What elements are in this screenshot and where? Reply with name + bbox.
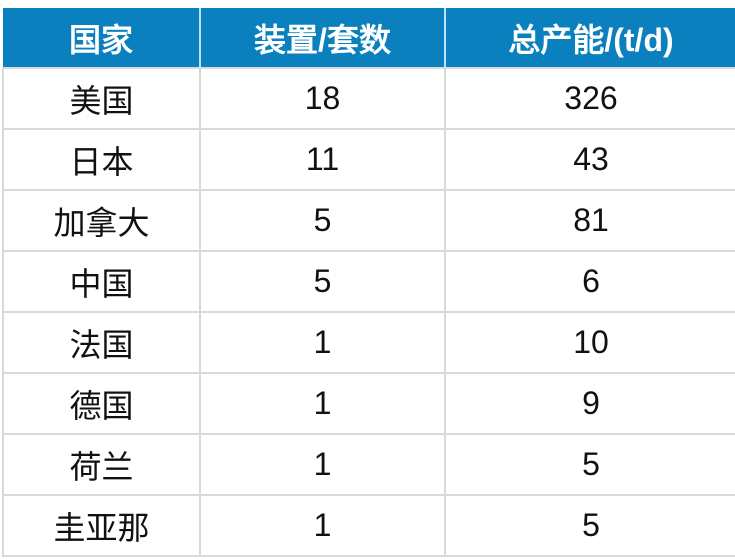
- units-cell: 5: [199, 189, 446, 252]
- country-cell: 中国: [2, 250, 201, 313]
- capacity-cell: 326: [444, 67, 735, 130]
- header-units: 装置/套数: [200, 8, 446, 68]
- units-cell: 5: [199, 250, 446, 313]
- header-row: 国家 装置/套数 总产能/(t/d): [3, 8, 735, 68]
- table-row: 圭亚那 1 5: [2, 494, 735, 557]
- table-row: 德国 1 9: [2, 372, 735, 435]
- country-cell: 加拿大: [2, 189, 201, 252]
- table-row: 法国 1 10: [2, 311, 735, 374]
- capacity-cell: 10: [444, 311, 735, 374]
- table-row: 加拿大 5 81: [2, 189, 735, 252]
- header-capacity: 总产能/(t/d): [445, 8, 735, 68]
- country-cell: 德国: [2, 372, 201, 435]
- table-row: 日本 11 43: [2, 128, 735, 191]
- capacity-table: 国家 装置/套数 总产能/(t/d) 美国 18 326 日本 11 43 加拿大 5 81 中国…: [2, 8, 735, 557]
- units-cell: 1: [199, 433, 446, 496]
- table-row: 美国 18 326: [2, 67, 735, 130]
- capacity-cell: 43: [444, 128, 735, 191]
- capacity-cell: 9: [444, 372, 735, 435]
- capacity-cell: 5: [444, 494, 735, 557]
- capacity-cell: 81: [444, 189, 735, 252]
- country-cell: 日本: [2, 128, 201, 191]
- units-cell: 1: [199, 311, 446, 374]
- country-cell: 荷兰: [2, 433, 201, 496]
- units-cell: 11: [199, 128, 446, 191]
- table-row: 荷兰 1 5: [2, 433, 735, 496]
- table-row: 中国 5 6: [2, 250, 735, 313]
- units-cell: 18: [199, 67, 446, 130]
- country-cell: 美国: [2, 67, 201, 130]
- country-cell: 法国: [2, 311, 201, 374]
- capacity-cell: 5: [444, 433, 735, 496]
- units-cell: 1: [199, 494, 446, 557]
- units-cell: 1: [199, 372, 446, 435]
- capacity-cell: 6: [444, 250, 735, 313]
- header-country: 国家: [3, 8, 201, 68]
- country-cell: 圭亚那: [2, 494, 201, 557]
